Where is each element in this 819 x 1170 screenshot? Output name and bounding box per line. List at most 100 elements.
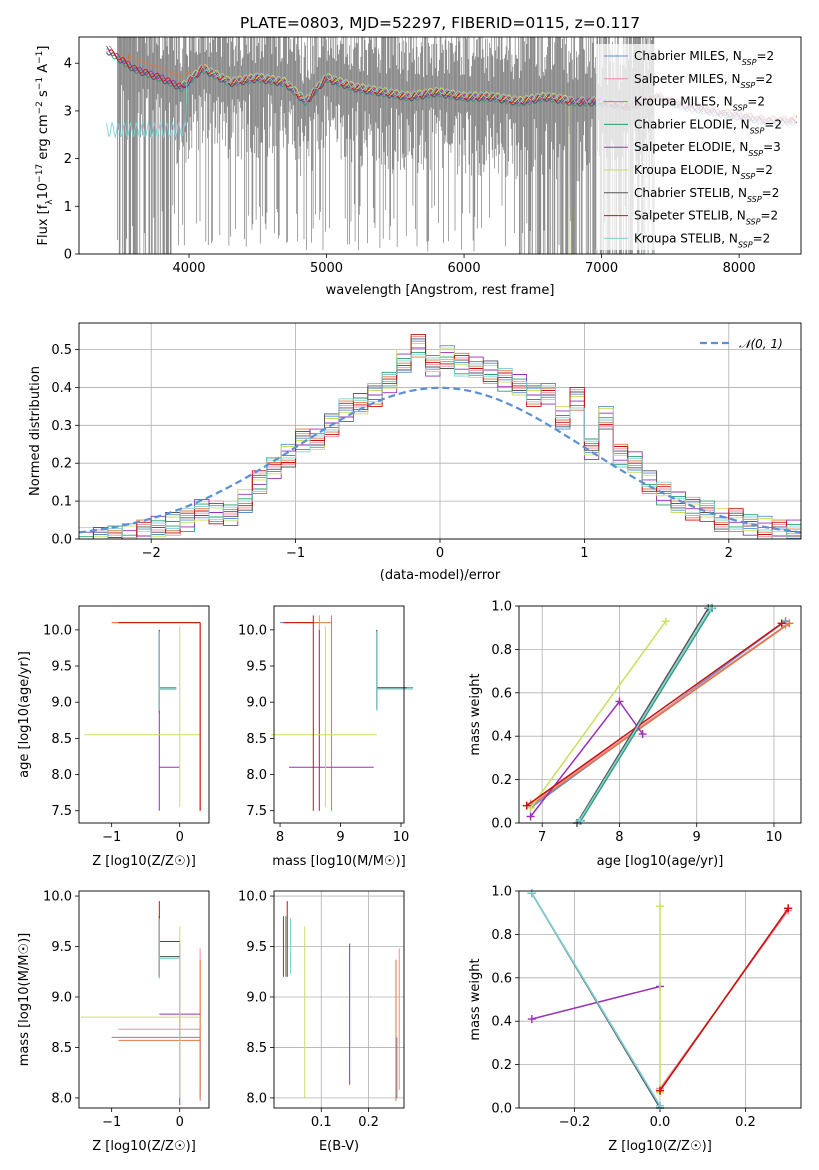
y-tick-label: 9.0	[246, 990, 267, 1005]
x-tick-label: 0.2	[735, 1115, 756, 1130]
y-axis-label: age [log10(age/yr)]	[17, 651, 32, 778]
y-tick-label: 0	[64, 248, 72, 263]
x-axis-label: E(B-V)	[319, 1139, 359, 1154]
y-tick-label: 0.6	[491, 971, 512, 986]
y-tick-label: 9.0	[51, 990, 72, 1005]
y-tick-label: 1.0	[491, 600, 512, 615]
weight-marker-3	[785, 619, 794, 628]
legend-label-3: Kroupa MILES, NSSP=2	[634, 95, 765, 113]
legend-label-8: Salpeter STELIB, NSSP=2	[634, 209, 778, 227]
residual-histogram-9	[79, 354, 801, 540]
x-axis-label: age [log10(age/yr)]	[597, 854, 724, 869]
age-vs-z-axes: −1 0 7.5 8.0 8.5 9.0 9.5 10.0 Z [log10(Z/Z☉)] age…	[17, 605, 210, 869]
weight-marker-5	[527, 1015, 536, 1024]
y-tick-label: 10.0	[238, 890, 267, 905]
y-tick-label: 0.5	[51, 343, 72, 358]
weight-line-5	[530, 700, 644, 817]
weight-marker-8	[522, 801, 531, 810]
y-tick-label: 8.5	[246, 732, 267, 747]
weight-marker-5	[615, 697, 624, 706]
y-tick-label: 9.5	[246, 940, 267, 955]
weight-marker-5	[526, 812, 535, 821]
weight-line-8	[526, 622, 783, 807]
weight-marker-9	[706, 604, 715, 613]
axes-frame	[518, 605, 802, 824]
y-tick-label: 8.0	[51, 1091, 72, 1106]
y-tick-label: 8.0	[246, 768, 267, 783]
y-tick-label: 0.2	[51, 457, 72, 472]
legend-label-6: Kroupa ELODIE, NSSP=2	[634, 163, 773, 181]
x-tick-label: 0	[176, 1115, 184, 1130]
y-tick-label: 2	[64, 152, 72, 167]
x-tick-label: 0.2	[358, 1115, 379, 1130]
y-tick-label: 0.1	[51, 495, 72, 510]
massweight-vs-age-axes: 7 8 9 10 0.0 0.2 0.4 0.6 0.8 1.0 age [log10(age/yr…	[468, 600, 802, 869]
weight-line-6	[529, 620, 667, 809]
x-tick-label: 0	[176, 830, 184, 845]
y-tick-label: 0.2	[491, 773, 512, 788]
legend-label-9: Kroupa STELIB, NSSP=2	[634, 231, 770, 249]
weight-line-7	[576, 607, 709, 824]
x-axis-label: wavelength [Angstrom, rest frame]	[326, 283, 555, 298]
x-tick-label: 1	[580, 546, 588, 561]
x-axis-label: mass [log10(M/M☉)]	[272, 854, 405, 869]
y-tick-label: 9.5	[51, 940, 72, 955]
y-tick-label: 0.0	[491, 817, 512, 832]
x-tick-label: 2	[725, 546, 733, 561]
y-tick-label: 7.5	[246, 804, 267, 819]
y-tick-label: 3	[64, 104, 72, 119]
x-tick-label: 0	[436, 546, 444, 561]
legend-label-1: Chabrier MILES, NSSP=2	[634, 49, 774, 67]
model-line-6	[180, 64, 571, 255]
weight-line-3	[530, 622, 790, 807]
x-tick-label: 10	[766, 830, 783, 845]
y-tick-label: 9.5	[51, 660, 72, 675]
legend-label-7: Chabrier STELIB, NSSP=2	[634, 186, 779, 204]
x-tick-label: 6000	[448, 261, 481, 276]
weight-line-4	[580, 607, 713, 822]
x-tick-label: 9	[693, 830, 701, 845]
y-axis-label: Flux [fλ10−17 erg cm−2 s−1 A−1]	[35, 46, 55, 246]
x-tick-label: −1	[102, 1115, 121, 1130]
axes-frame	[78, 36, 802, 255]
y-tick-label: 9.5	[246, 660, 267, 675]
mass-vs-ebv-axes: 0.1 0.2 8.0 8.5 9.0 9.5 10.0 E(B-V)	[238, 890, 405, 1154]
axes-frame	[518, 890, 802, 1109]
axes-frame	[78, 605, 210, 824]
y-tick-label: 1	[64, 200, 72, 215]
weight-marker-9	[527, 889, 536, 898]
spectrum-axes: 4000 5000 6000 7000 8000 0 1 2 3 4 Chabrier MILES,…	[35, 14, 802, 298]
x-tick-label: 8000	[723, 261, 756, 276]
y-axis-label: mass weight	[468, 673, 483, 755]
y-tick-label: 7.5	[51, 804, 72, 819]
age-vs-mass-axes: 8 9 10 7.5 8.0 8.5 9.0 9.5 10.0 mass [log10(M/M☉)…	[238, 605, 414, 869]
y-tick-label: 10.0	[43, 890, 72, 905]
y-tick-label: 10.0	[238, 623, 267, 638]
weight-marker-8	[784, 904, 793, 913]
massweight-vs-z-axes: −0.2 0.0 0.2 0.0 0.2 0.4 0.6 0.8 1.0 Z [log10(Z/Z…	[468, 885, 802, 1154]
weight-line-5	[531, 985, 661, 1020]
y-tick-label: 8.0	[246, 1091, 267, 1106]
y-tick-label: 0.2	[491, 1058, 512, 1073]
weight-line-8	[659, 907, 789, 1092]
weight-marker-5	[638, 730, 647, 739]
x-tick-label: 0.0	[650, 1115, 671, 1130]
axes-frame	[273, 605, 405, 824]
weight-marker-9	[575, 816, 584, 825]
y-tick-label: 0.4	[491, 730, 512, 745]
y-tick-label: 8.5	[51, 1041, 72, 1056]
x-axis-label: Z [log10(Z/Z☉)]	[92, 854, 196, 869]
x-axis-label: (data-model)/error	[380, 568, 501, 583]
mass-vs-z-axes: −1 0 8.0 8.5 9.0 9.5 10.0 Z [log10(Z/Z☉)] mass […	[17, 890, 210, 1154]
y-tick-label: 1.0	[491, 885, 512, 900]
x-tick-label: 7000	[585, 261, 618, 276]
x-tick-label: 8	[276, 830, 284, 845]
weight-line-9	[578, 607, 712, 822]
x-tick-label: 0.1	[311, 1115, 332, 1130]
x-tick-label: 7	[538, 830, 546, 845]
x-tick-label: −2	[142, 546, 161, 561]
x-tick-label: 9	[336, 830, 344, 845]
model-line-9	[106, 64, 655, 255]
weight-marker-8	[656, 1086, 664, 1095]
y-axis-label: Normed distribution	[28, 366, 43, 496]
